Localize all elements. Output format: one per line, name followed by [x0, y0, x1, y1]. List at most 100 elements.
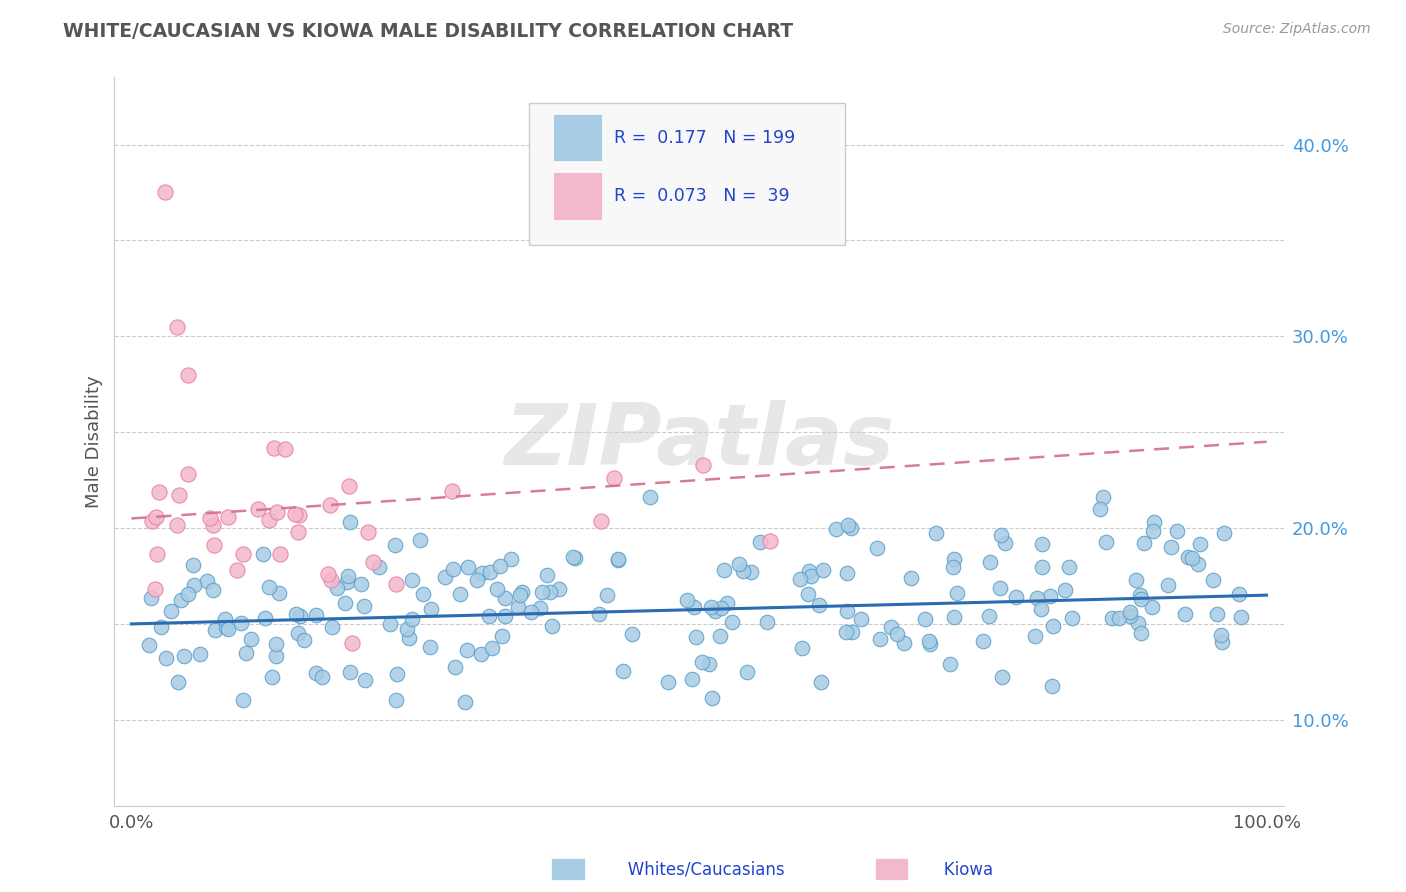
Point	[835, 624, 858, 639]
Point	[1202, 573, 1225, 587]
Point	[231, 616, 253, 631]
Point	[1119, 609, 1142, 624]
Point	[494, 591, 516, 605]
Point	[311, 670, 333, 684]
Point	[177, 467, 200, 482]
Point	[749, 535, 772, 549]
Point	[1057, 559, 1080, 574]
Point	[1039, 590, 1062, 604]
Point	[232, 547, 254, 561]
Point	[368, 559, 391, 574]
Point	[166, 319, 188, 334]
Point	[499, 551, 522, 566]
Point	[319, 498, 342, 512]
Point	[1211, 628, 1233, 642]
Point	[538, 585, 561, 599]
Point	[321, 620, 343, 634]
Text: Source: ZipAtlas.com: Source: ZipAtlas.com	[1223, 22, 1371, 37]
Point	[939, 657, 962, 671]
Point	[247, 502, 270, 516]
Point	[384, 538, 406, 552]
Point	[893, 636, 915, 650]
Point	[1053, 582, 1076, 597]
Point	[353, 599, 375, 613]
Point	[266, 505, 288, 519]
Point	[676, 592, 699, 607]
Point	[520, 605, 543, 619]
Point	[740, 565, 762, 579]
Point	[1025, 591, 1047, 605]
Point	[305, 607, 328, 622]
Point	[319, 574, 342, 588]
Point	[530, 585, 553, 599]
Point	[681, 672, 703, 686]
Point	[471, 566, 494, 580]
Point	[284, 507, 307, 521]
Point	[288, 508, 311, 523]
Point	[181, 558, 204, 573]
Point	[837, 604, 859, 618]
Point	[692, 458, 714, 472]
Point	[1129, 625, 1152, 640]
Point	[188, 647, 211, 661]
Point	[990, 581, 1012, 595]
Point	[440, 484, 463, 499]
Point	[690, 655, 713, 669]
Point	[146, 547, 169, 561]
Point	[943, 551, 966, 566]
Point	[202, 583, 225, 598]
Point	[1133, 536, 1156, 550]
Point	[357, 524, 380, 539]
Point	[703, 604, 725, 618]
Point	[491, 629, 513, 643]
Point	[385, 692, 408, 706]
Point	[825, 522, 848, 536]
Point	[456, 643, 478, 657]
Point	[1129, 588, 1152, 602]
Point	[340, 636, 363, 650]
Point	[183, 577, 205, 591]
Point	[1095, 535, 1118, 549]
Point	[607, 552, 630, 566]
Point	[257, 580, 280, 594]
Point	[790, 640, 813, 655]
Point	[589, 515, 612, 529]
Point	[1031, 537, 1053, 551]
Point	[789, 572, 811, 586]
Point	[797, 587, 820, 601]
Point	[1187, 557, 1209, 571]
Point	[202, 538, 225, 552]
Point	[1177, 550, 1199, 565]
Point	[849, 612, 872, 626]
Point	[977, 608, 1000, 623]
Point	[1005, 590, 1028, 604]
Point	[339, 515, 361, 529]
Point	[972, 634, 994, 648]
Point	[606, 552, 628, 566]
Point	[401, 612, 423, 626]
Point	[1143, 516, 1166, 530]
Point	[173, 649, 195, 664]
Point	[1189, 537, 1212, 551]
Point	[396, 623, 419, 637]
Point	[835, 566, 858, 581]
Point	[166, 517, 188, 532]
Point	[548, 582, 571, 596]
Point	[433, 569, 456, 583]
Point	[886, 627, 908, 641]
Point	[141, 514, 163, 528]
Point	[1129, 592, 1152, 607]
Point	[800, 569, 823, 583]
Point	[994, 536, 1017, 550]
Point	[702, 691, 724, 706]
Point	[138, 638, 160, 652]
Point	[510, 585, 533, 599]
Point	[603, 471, 626, 485]
Point	[536, 568, 558, 582]
Point	[215, 619, 238, 633]
Point	[588, 607, 610, 622]
Point	[700, 600, 723, 615]
Point	[596, 588, 619, 602]
Point	[155, 651, 177, 665]
Point	[488, 558, 510, 573]
